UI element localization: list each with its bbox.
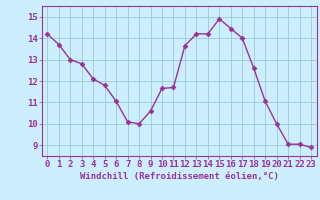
X-axis label: Windchill (Refroidissement éolien,°C): Windchill (Refroidissement éolien,°C) bbox=[80, 172, 279, 181]
